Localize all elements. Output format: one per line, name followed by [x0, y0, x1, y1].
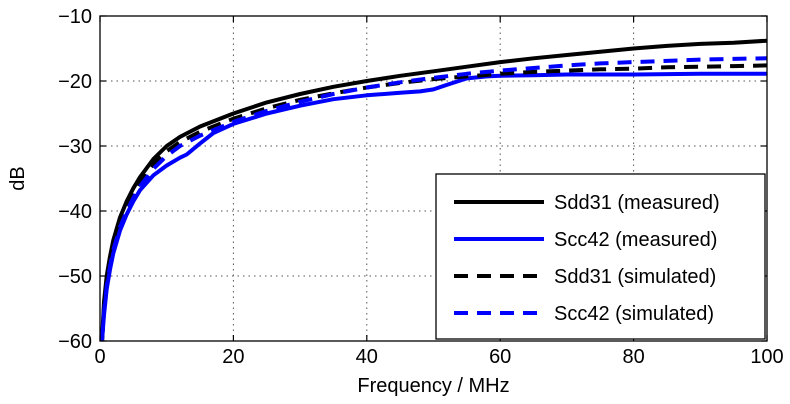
axis-ticks: 0 20 40 60 80 100 −60 −50 −40 −30 −20 −10 [58, 6, 784, 368]
y-axis-label: dB [7, 166, 29, 190]
x-tick-label: 60 [489, 346, 511, 368]
x-tick-label: 20 [222, 346, 244, 368]
legend-label: Scc42 (measured) [554, 229, 717, 251]
legend-label: Scc42 (simulated) [554, 303, 714, 325]
series-line-4 [100, 56, 767, 341]
y-tick-label: −20 [58, 71, 92, 93]
legend: Sdd31 (measured) Scc42 (measured) Sdd31 (s… [435, 173, 766, 340]
legend-item: Scc42 (simulated) [454, 303, 714, 325]
legend-item: Scc42 (measured) [454, 229, 717, 251]
y-tick-label: −50 [58, 266, 92, 288]
series-line-1 [100, 38, 767, 341]
y-tick-label: −30 [58, 136, 92, 158]
legend-label: Sdd31 (simulated) [554, 266, 716, 288]
y-tick-label: −40 [58, 201, 92, 223]
legend-item: Sdd31 (simulated) [454, 266, 716, 288]
x-tick-label: 80 [622, 346, 644, 368]
series-line-3 [100, 63, 767, 341]
legend-label: Sdd31 (measured) [554, 192, 720, 214]
y-tick-label: −10 [58, 6, 92, 28]
x-tick-label: 0 [94, 346, 105, 368]
legend-item: Sdd31 (measured) [454, 192, 720, 214]
plot-frame [99, 15, 768, 342]
x-axis-label: Frequency / MHz [357, 375, 509, 397]
series-lines [100, 38, 767, 341]
y-tick-label: −60 [58, 331, 92, 353]
x-tick-label: 100 [750, 346, 783, 368]
x-tick-label: 40 [356, 346, 378, 368]
